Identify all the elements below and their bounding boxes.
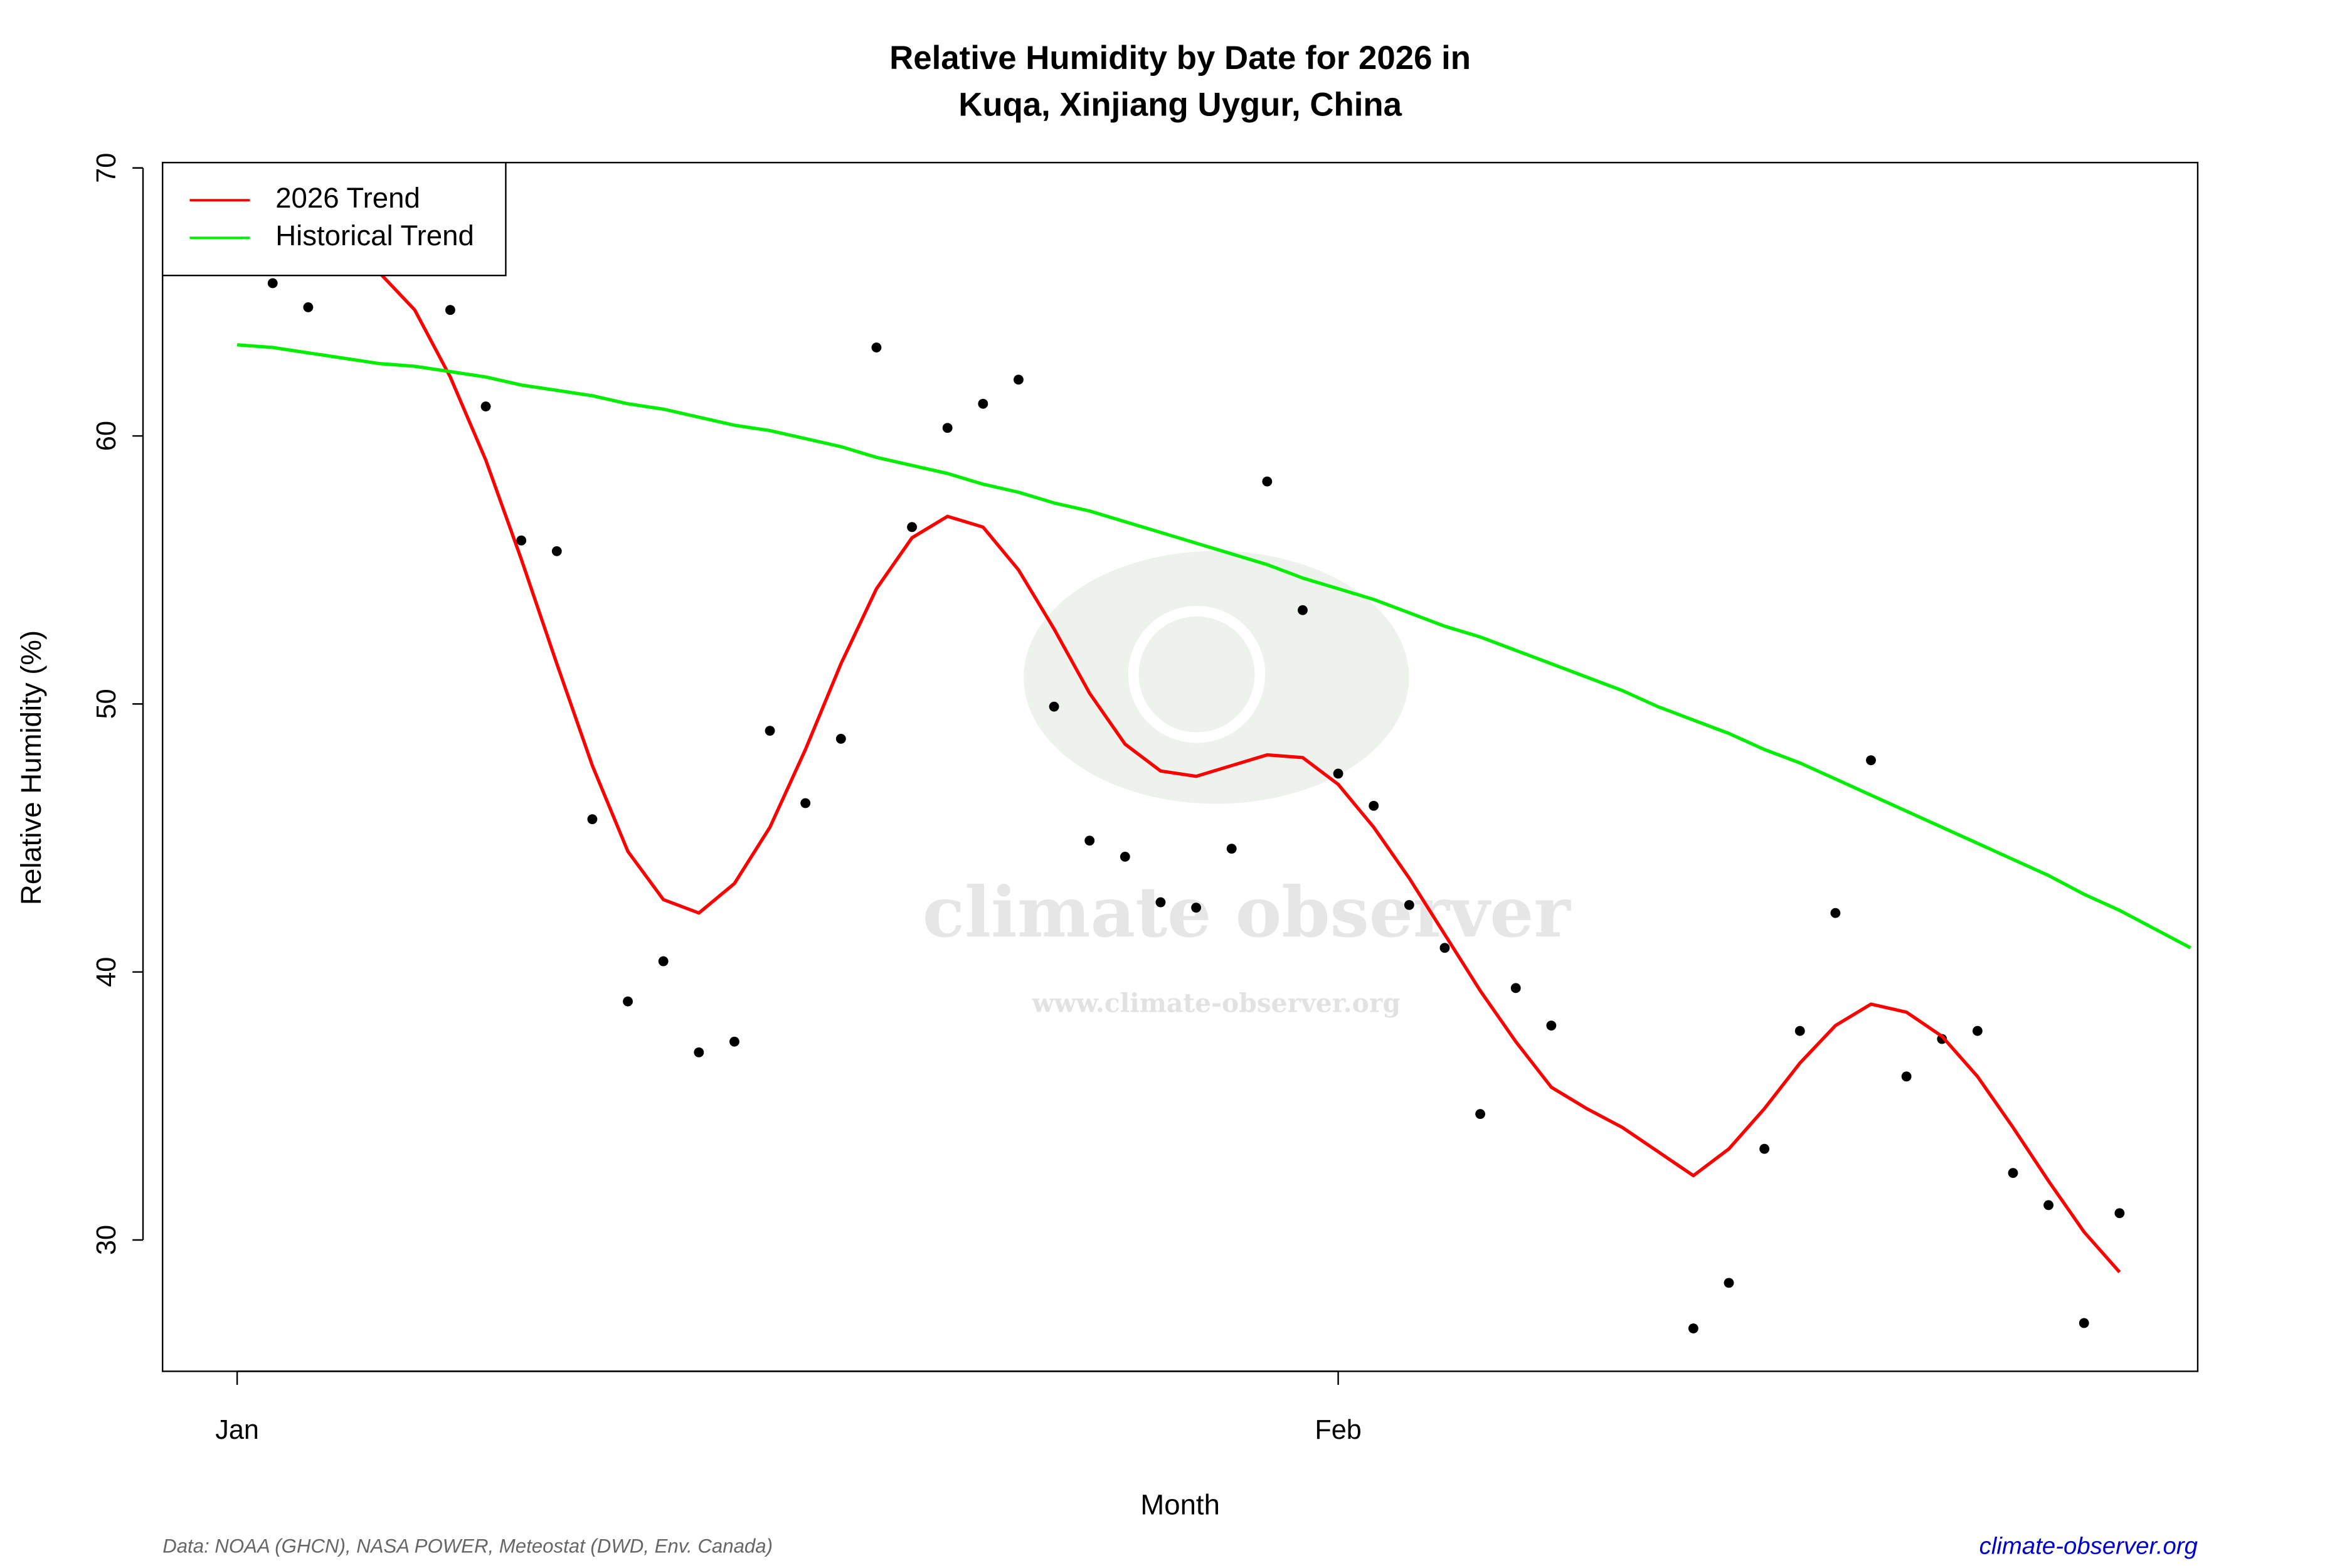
data-point (871, 342, 882, 352)
y-tick-label: 30 (92, 1225, 122, 1255)
data-point (1759, 1143, 1770, 1154)
watermark-url: www.climate-observer.org (1031, 988, 1400, 1019)
data-point (729, 1036, 739, 1047)
data-point (1510, 983, 1521, 993)
data-point (551, 546, 562, 556)
legend-label: Historical Trend (275, 220, 474, 252)
data-point (480, 401, 491, 411)
plot-area (236, 271, 2191, 1333)
y-axis-label: Relative Humidity (%) (15, 630, 47, 905)
y-tick-label: 50 (92, 689, 122, 719)
data-point (1226, 844, 1237, 854)
y-tick-label: 40 (92, 957, 122, 987)
legend-label: 2026 Trend (275, 182, 420, 214)
y-tick-label: 70 (92, 153, 122, 183)
data-point (1014, 374, 1024, 385)
data-point (942, 423, 953, 433)
data-point (1724, 1278, 1734, 1288)
data-point (267, 278, 278, 289)
data-point (1546, 1020, 1557, 1031)
data-point (623, 996, 633, 1007)
data-point (1084, 835, 1095, 846)
x-axis-label: Month (1140, 1488, 1220, 1520)
data-point (1972, 1025, 1983, 1036)
data-point (1049, 701, 1059, 712)
data-point (835, 734, 846, 744)
data-point (658, 956, 669, 967)
data-point (800, 798, 811, 808)
data-point (1830, 908, 1841, 918)
legend-box (162, 161, 507, 277)
watermark-logo (1024, 551, 1409, 804)
data-point (2008, 1168, 2018, 1179)
data-point (1155, 897, 1166, 908)
data-point (516, 535, 527, 546)
data-point (907, 522, 917, 532)
data-point (978, 398, 988, 409)
data-point (1866, 755, 1876, 766)
plot-frame (162, 161, 2199, 1372)
chart-title: Kuqa, Xinjiang Uygur, China (958, 86, 1402, 123)
trend-line (378, 271, 2121, 1274)
data-point (303, 302, 314, 312)
data-point (2079, 1318, 2089, 1328)
data-point (1120, 852, 1130, 862)
data-point (1794, 1025, 1805, 1036)
y-tick-label: 60 (92, 421, 122, 451)
data-point (2043, 1200, 2054, 1210)
data-point (1404, 899, 1414, 910)
watermark-globe (1128, 605, 1266, 743)
trend-line (236, 343, 2191, 950)
watermark: climate observer www.climate-observer.or… (923, 551, 1572, 1019)
data-point (587, 814, 598, 825)
data-point (1475, 1109, 1486, 1120)
site-link[interactable]: climate-observer.org (1979, 1532, 2198, 1559)
data-point (2114, 1208, 2125, 1219)
data-point (1262, 476, 1273, 487)
data-point (1333, 768, 1343, 779)
x-tick-label: Jan (215, 1415, 259, 1445)
x-tick-label: Feb (1315, 1415, 1361, 1445)
data-point (765, 726, 775, 736)
data-point (1901, 1071, 1912, 1082)
data-point (1298, 605, 1308, 615)
data-point (445, 305, 455, 315)
data-point (1369, 800, 1379, 811)
data-point (694, 1047, 704, 1057)
source-note: Data: NOAA (GHCN), NASA POWER, Meteostat… (162, 1535, 773, 1557)
watermark-text: climate observer (923, 872, 1572, 953)
data-point (1688, 1323, 1698, 1333)
data-point (1191, 903, 1202, 913)
chart-title: Relative Humidity by Date for 2026 in (889, 40, 1471, 77)
data-point (1439, 943, 1450, 953)
